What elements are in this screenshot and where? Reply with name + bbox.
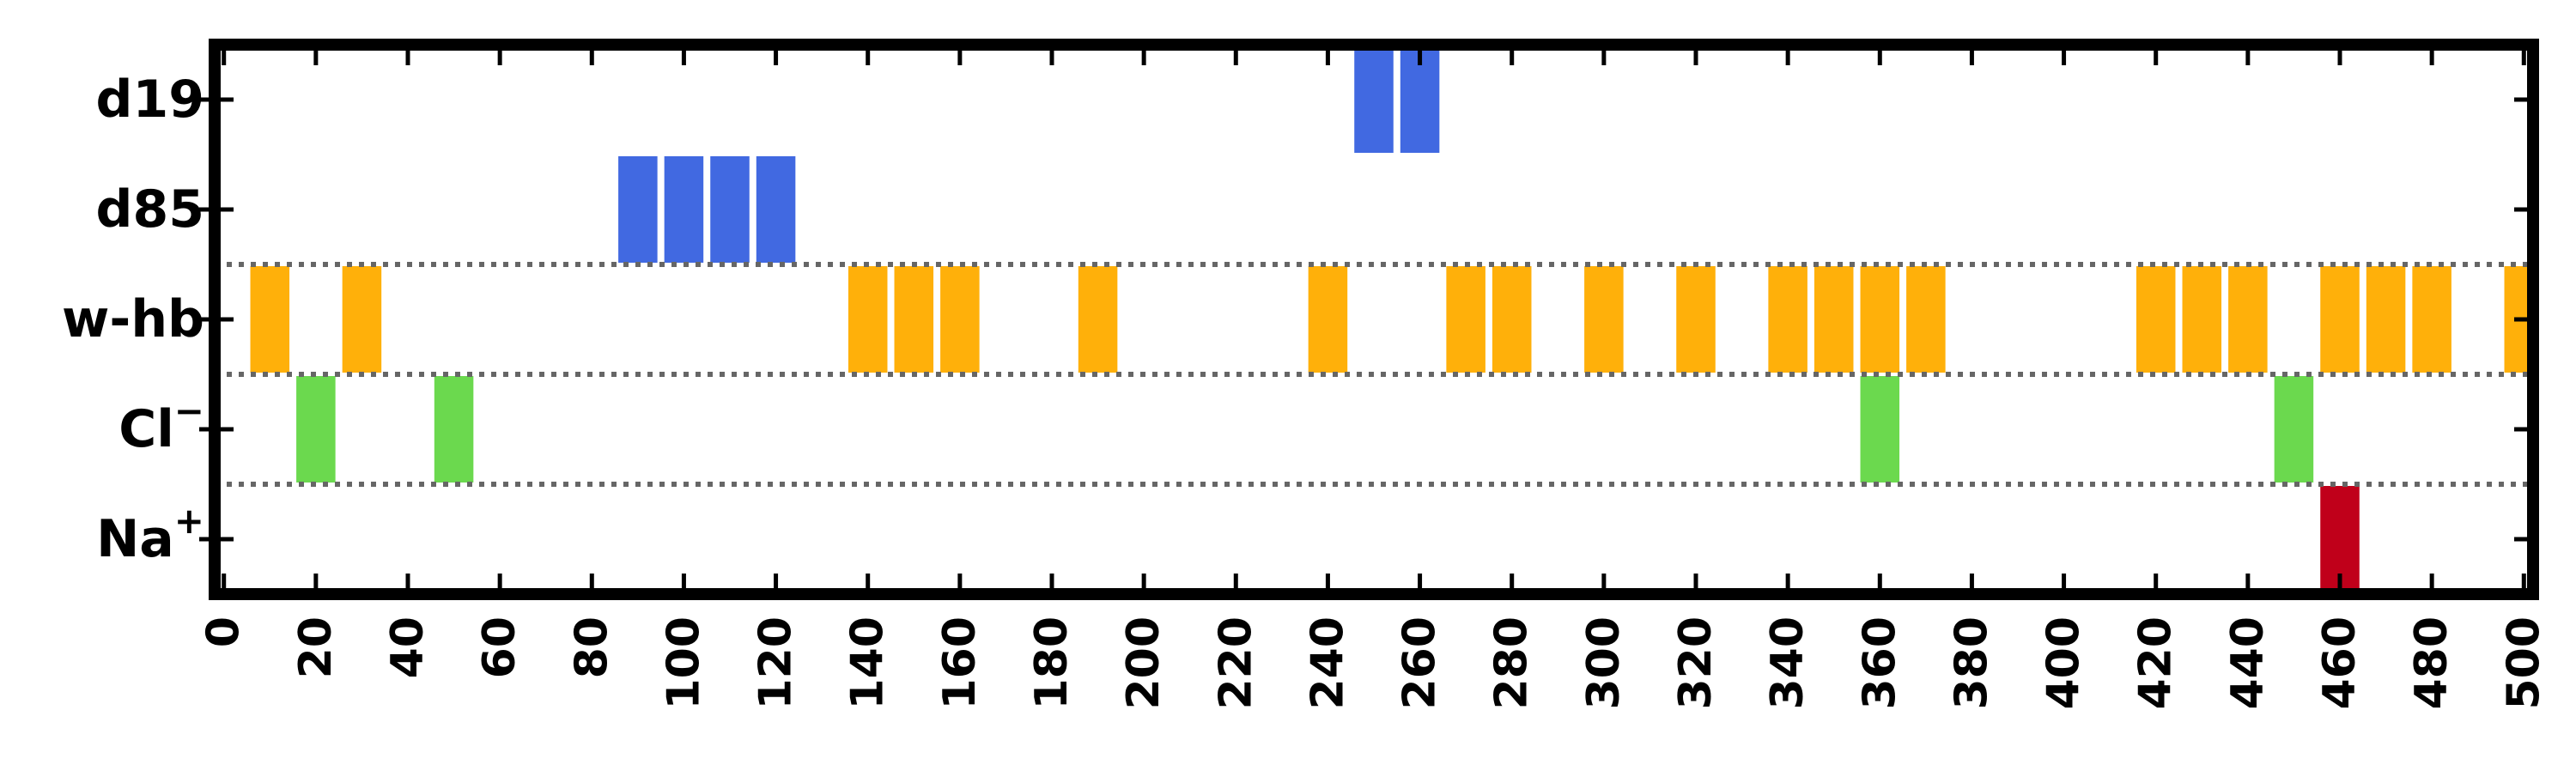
x-tick-label-500: 500 [2498, 616, 2549, 710]
event-bar-w-hb-30 [342, 266, 382, 373]
x-tick-label-20: 20 [290, 616, 342, 678]
event-bar-w-hb-350 [1814, 266, 1854, 373]
event-bar-w-hb-10 [250, 266, 290, 373]
event-bar-w-hb-360 [1860, 266, 1900, 373]
y-tick-label-w-hb: w-hb [62, 289, 204, 349]
x-tick-label-480: 480 [2406, 616, 2458, 710]
x-tick-label-60: 60 [474, 616, 526, 678]
x-tick-label-40: 40 [382, 616, 434, 678]
y-tick-label-Cl-: Cl− [118, 390, 204, 460]
x-tick-label-240: 240 [1302, 616, 1353, 710]
event-bar-w-hb-140 [848, 266, 888, 373]
x-tick-label-100: 100 [658, 616, 709, 710]
event-bar-Cl--20 [296, 376, 336, 483]
x-tick-label-320: 320 [1670, 616, 1722, 710]
event-bar-w-hb-420 [2136, 266, 2176, 373]
event-bar-w-hb-320 [1676, 266, 1716, 373]
x-tick-label-400: 400 [2038, 616, 2090, 710]
event-bar-w-hb-340 [1768, 266, 1807, 373]
event-bar-w-hb-460 [2320, 266, 2360, 373]
x-tick-label-440: 440 [2222, 616, 2274, 710]
event-bar-w-hb-270 [1446, 266, 1485, 373]
event-bar-Cl--50 [434, 376, 474, 483]
event-bar-d85-120 [756, 156, 796, 263]
x-tick-label-460: 460 [2314, 616, 2366, 710]
x-tick-label-220: 220 [1210, 616, 1261, 710]
event-bar-w-hb-440 [2228, 266, 2268, 373]
event-bar-w-hb-160 [940, 266, 980, 373]
event-bar-d85-110 [710, 156, 750, 263]
event-bar-d85-90 [618, 156, 658, 263]
event-bar-w-hb-190 [1078, 266, 1118, 373]
x-tick-label-0: 0 [198, 616, 250, 647]
x-tick-label-200: 200 [1118, 616, 1170, 710]
x-tick-label-260: 260 [1394, 616, 1446, 710]
x-tick-label-180: 180 [1026, 616, 1078, 710]
event-bar-d85-100 [664, 156, 704, 263]
y-tick-label-d85: d85 [96, 179, 204, 240]
x-tick-label-300: 300 [1578, 616, 1630, 710]
x-tick-label-80: 80 [566, 616, 617, 678]
event-bar-Cl--360 [1860, 376, 1900, 483]
x-tick-label-380: 380 [1946, 616, 1997, 710]
event-bar-w-hb-470 [2366, 266, 2406, 373]
y-tick-label-d19: d19 [96, 70, 204, 130]
event-bar-w-hb-280 [1492, 266, 1532, 373]
x-tick-label-140: 140 [842, 616, 894, 710]
event-bar-w-hb-300 [1584, 266, 1624, 373]
event-bar-w-hb-370 [1906, 266, 1946, 373]
event-bar-w-hb-430 [2182, 266, 2222, 373]
x-tick-label-280: 280 [1486, 616, 1538, 710]
y-tick-label-Na+: Na+ [96, 500, 204, 570]
x-tick-label-160: 160 [934, 616, 986, 710]
event-bar-w-hb-150 [894, 266, 934, 373]
x-tick-label-120: 120 [750, 616, 802, 710]
x-tick-label-340: 340 [1762, 616, 1814, 710]
x-tick-label-360: 360 [1854, 616, 1905, 710]
event-bar-w-hb-480 [2412, 266, 2451, 373]
event-bar-Cl--450 [2274, 376, 2314, 483]
event-bar-d19-250 [1354, 46, 1394, 153]
x-tick-label-420: 420 [2130, 616, 2182, 710]
event-bar-w-hb-240 [1308, 266, 1348, 373]
